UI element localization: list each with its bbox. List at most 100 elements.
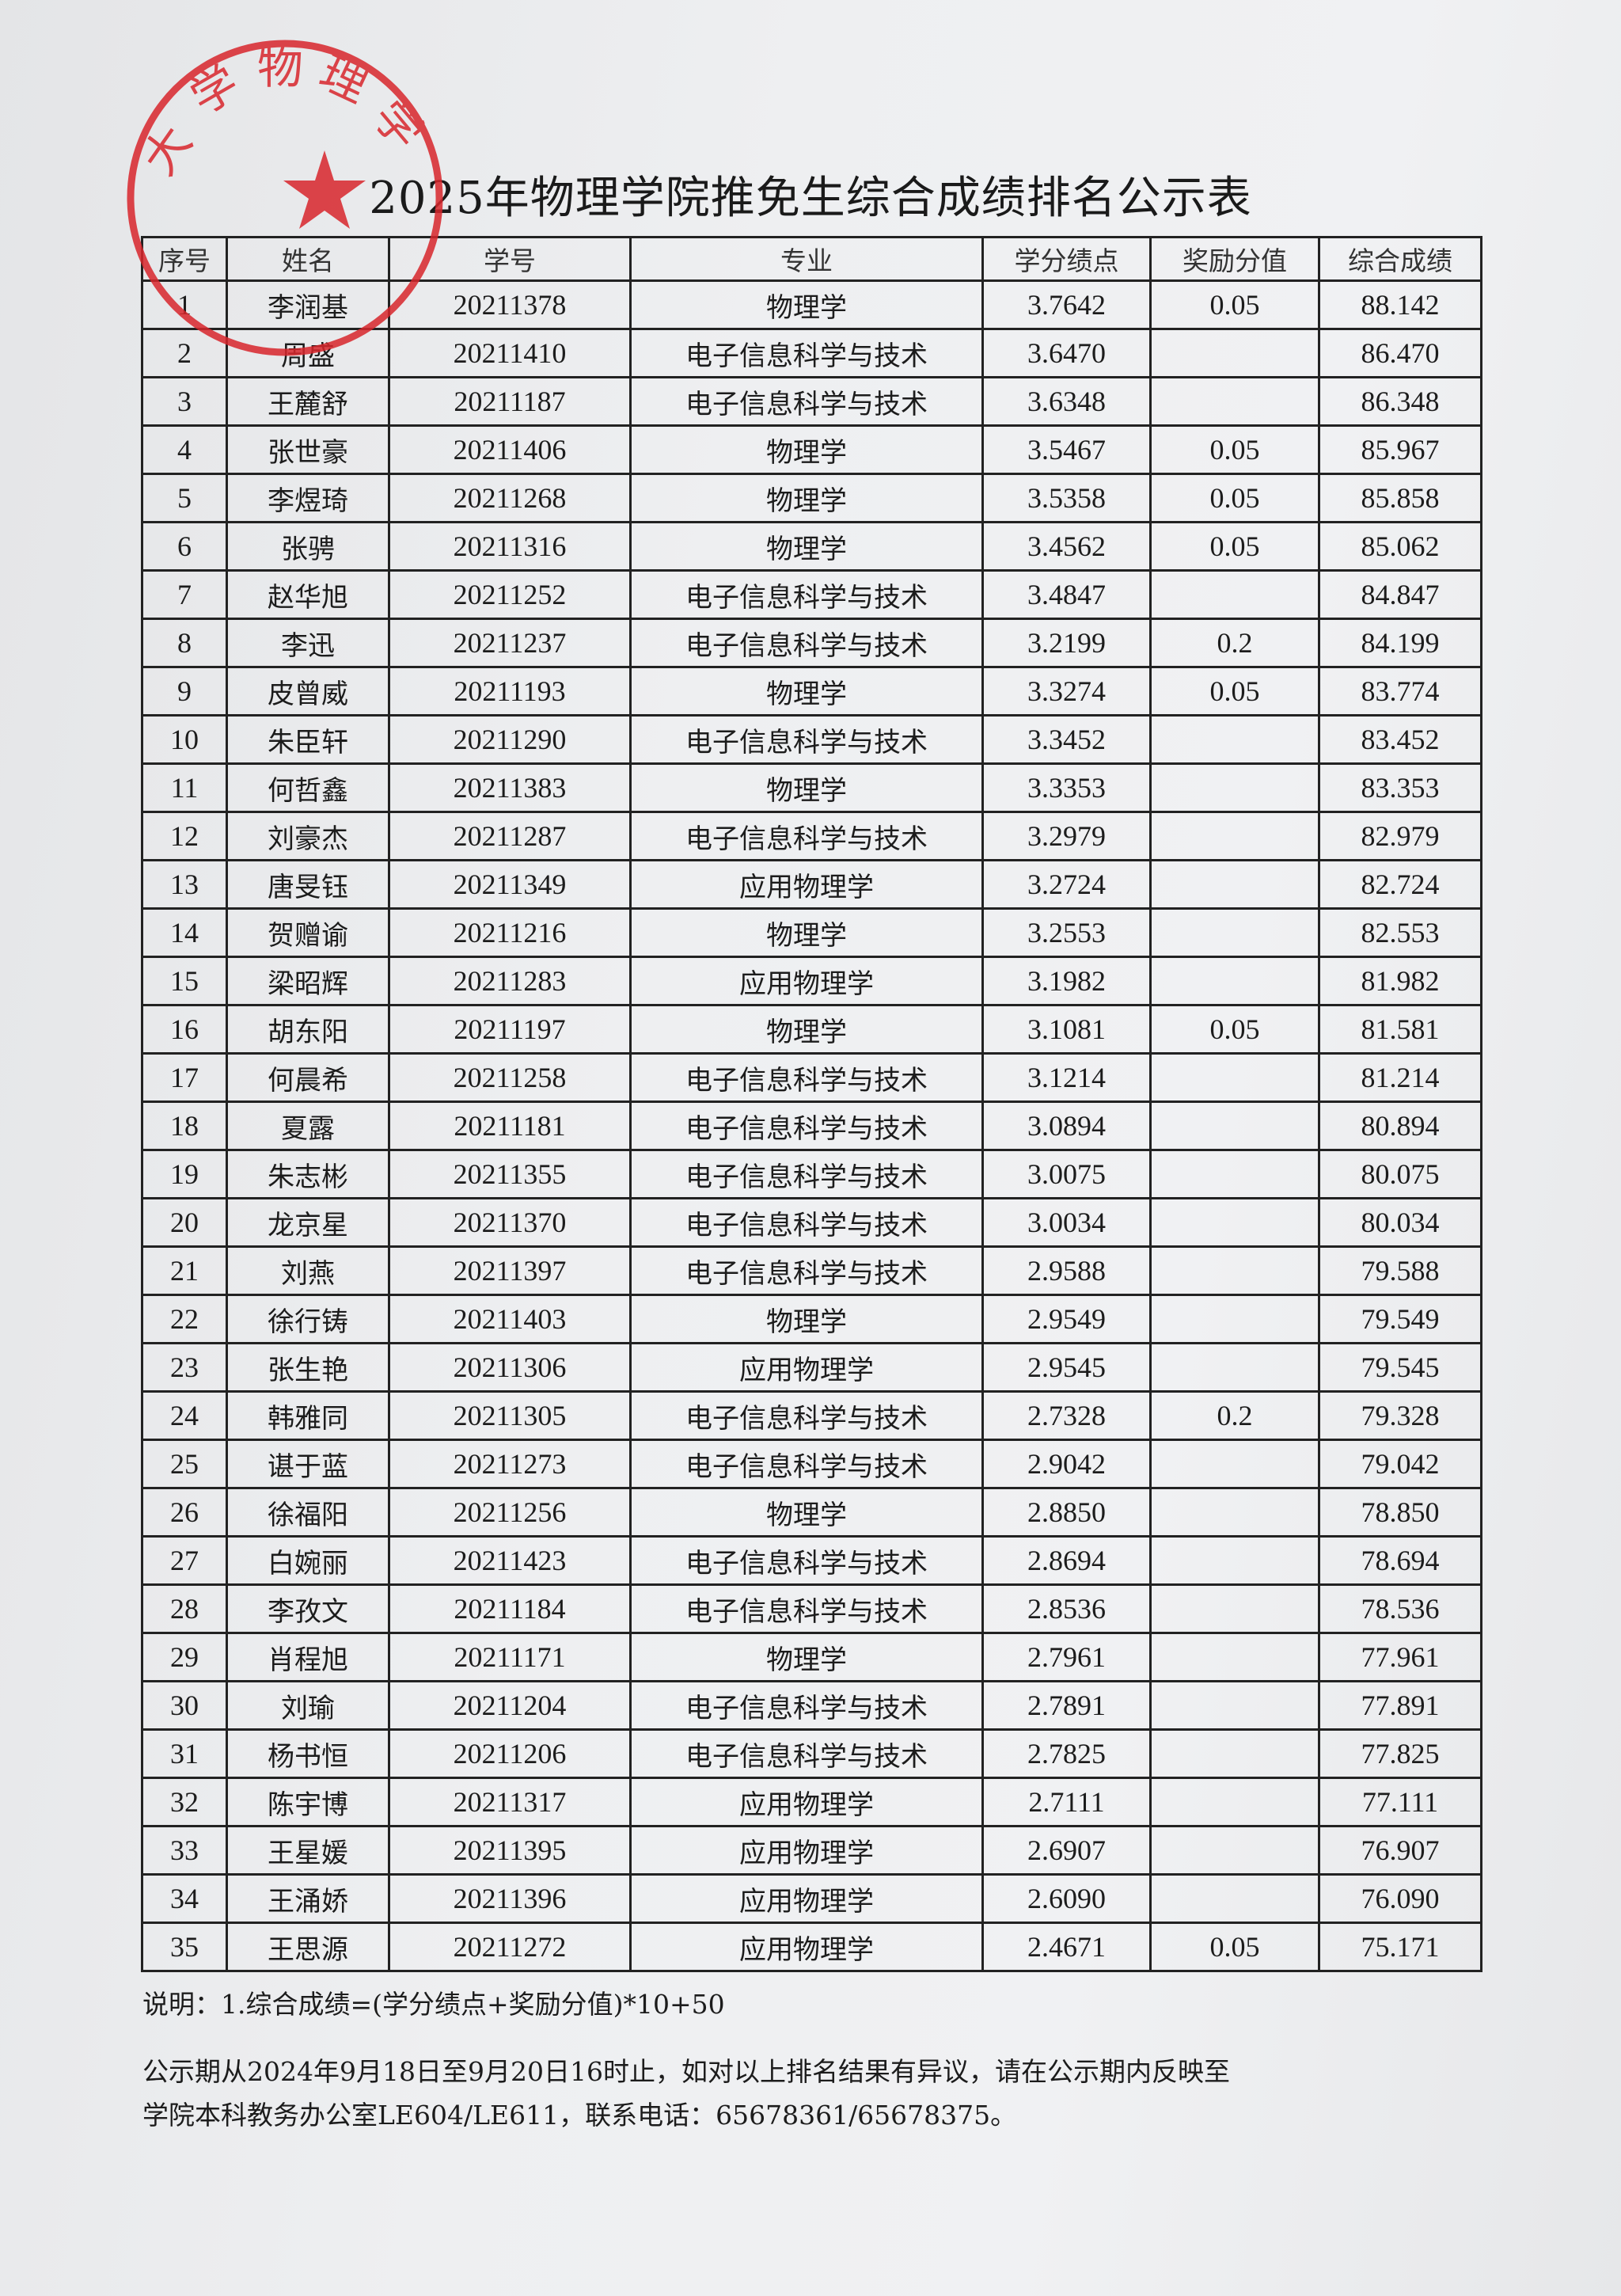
cell-gpa: 3.5358: [981, 473, 1152, 523]
cell-student-id: 20211204: [388, 1680, 632, 1731]
column-header-bonus: 奖励分值: [1149, 236, 1320, 282]
column-header-major: 专业: [629, 236, 984, 282]
cell-major: 应用物理学: [629, 1873, 984, 1924]
cell-name: 何晨希: [226, 1052, 390, 1103]
cell-gpa: 2.9545: [981, 1342, 1152, 1393]
cell-student-id: 20211187: [388, 376, 632, 427]
cell-major: 物理学: [629, 1632, 984, 1682]
cell-student-id: 20211306: [388, 1342, 632, 1393]
cell-name: 刘豪杰: [226, 811, 390, 861]
cell-total: 85.062: [1318, 521, 1482, 572]
cell-major: 电子信息科学与技术: [629, 1197, 984, 1248]
cell-rank: 1: [141, 279, 228, 330]
cell-bonus: [1149, 1052, 1320, 1103]
cell-rank: 18: [141, 1100, 228, 1151]
cell-name: 胡东阳: [226, 1004, 390, 1055]
cell-student-id: 20211181: [388, 1100, 632, 1151]
cell-major: 应用物理学: [629, 1825, 984, 1876]
cell-total: 83.774: [1318, 666, 1482, 717]
cell-rank: 7: [141, 569, 228, 620]
cell-student-id: 20211197: [388, 1004, 632, 1055]
cell-bonus: [1149, 1825, 1320, 1876]
cell-major: 物理学: [629, 1294, 984, 1344]
table-header-row: 序号 姓名 学号 专业 学分绩点 奖励分值 综合成绩: [141, 236, 1482, 282]
cell-bonus: [1149, 1583, 1320, 1634]
table-row: 20 龙京星 20211370 电子信息科学与技术 3.0034 80.034: [141, 1197, 1482, 1248]
cell-name: 刘燕: [226, 1245, 390, 1296]
cell-student-id: 20211349: [388, 859, 632, 910]
cell-name: 陈宇博: [226, 1777, 390, 1827]
cell-student-id: 20211410: [388, 328, 632, 378]
column-header-total: 综合成绩: [1318, 236, 1482, 282]
cell-total: 79.328: [1318, 1390, 1482, 1441]
cell-student-id: 20211272: [388, 1922, 632, 1972]
cell-bonus: 0.05: [1149, 1922, 1320, 1972]
cell-gpa: 3.2979: [981, 811, 1152, 861]
cell-total: 84.199: [1318, 618, 1482, 668]
cell-gpa: 2.8536: [981, 1583, 1152, 1634]
cell-total: 77.825: [1318, 1728, 1482, 1779]
cell-gpa: 2.6907: [981, 1825, 1152, 1876]
cell-student-id: 20211283: [388, 956, 632, 1006]
cell-bonus: 0.2: [1149, 1390, 1320, 1441]
cell-gpa: 2.7825: [981, 1728, 1152, 1779]
cell-student-id: 20211305: [388, 1390, 632, 1441]
cell-gpa: 3.6470: [981, 328, 1152, 378]
cell-name: 李迅: [226, 618, 390, 668]
cell-bonus: [1149, 762, 1320, 813]
cell-bonus: [1149, 1439, 1320, 1489]
cell-rank: 16: [141, 1004, 228, 1055]
cell-rank: 15: [141, 956, 228, 1006]
cell-total: 79.042: [1318, 1439, 1482, 1489]
page-title: 2025年物理学院推免生综合成绩排名公示表: [369, 173, 1252, 224]
cell-total: 78.694: [1318, 1535, 1482, 1586]
cell-gpa: 3.0075: [981, 1149, 1152, 1199]
cell-major: 物理学: [629, 907, 984, 958]
cell-name: 李润基: [226, 279, 390, 330]
cell-bonus: 0.05: [1149, 473, 1320, 523]
cell-student-id: 20211287: [388, 811, 632, 861]
table-row: 16 胡东阳 20211197 物理学 3.1081 0.05 81.581: [141, 1004, 1482, 1055]
cell-gpa: 3.0894: [981, 1100, 1152, 1151]
cell-bonus: [1149, 1100, 1320, 1151]
cell-name: 王星媛: [226, 1825, 390, 1876]
cell-bonus: 0.05: [1149, 424, 1320, 475]
cell-student-id: 20211378: [388, 279, 632, 330]
cell-rank: 29: [141, 1632, 228, 1682]
cell-rank: 4: [141, 424, 228, 475]
table-row: 27 白婉丽 20211423 电子信息科学与技术 2.8694 78.694: [141, 1535, 1482, 1586]
cell-total: 76.090: [1318, 1873, 1482, 1924]
cell-major: 电子信息科学与技术: [629, 1390, 984, 1441]
cell-total: 88.142: [1318, 279, 1482, 330]
cell-rank: 35: [141, 1922, 228, 1972]
table-row: 33 王星媛 20211395 应用物理学 2.6907 76.907: [141, 1825, 1482, 1876]
cell-bonus: [1149, 1342, 1320, 1393]
cell-gpa: 3.0034: [981, 1197, 1152, 1248]
cell-rank: 5: [141, 473, 228, 523]
cell-rank: 32: [141, 1777, 228, 1827]
cell-name: 韩雅同: [226, 1390, 390, 1441]
cell-total: 80.075: [1318, 1149, 1482, 1199]
cell-total: 81.982: [1318, 956, 1482, 1006]
cell-major: 物理学: [629, 666, 984, 717]
cell-total: 82.979: [1318, 811, 1482, 861]
cell-student-id: 20211316: [388, 521, 632, 572]
cell-total: 81.214: [1318, 1052, 1482, 1103]
cell-student-id: 20211258: [388, 1052, 632, 1103]
cell-name: 贺赠谕: [226, 907, 390, 958]
cell-bonus: [1149, 1873, 1320, 1924]
cell-bonus: [1149, 907, 1320, 958]
cell-major: 物理学: [629, 473, 984, 523]
cell-gpa: 3.6348: [981, 376, 1152, 427]
cell-total: 79.545: [1318, 1342, 1482, 1393]
cell-student-id: 20211406: [388, 424, 632, 475]
cell-major: 电子信息科学与技术: [629, 376, 984, 427]
cell-rank: 17: [141, 1052, 228, 1103]
cell-major: 物理学: [629, 279, 984, 330]
table-row: 18 夏露 20211181 电子信息科学与技术 3.0894 80.894: [141, 1100, 1482, 1151]
cell-total: 79.549: [1318, 1294, 1482, 1344]
table-row: 26 徐福阳 20211256 物理学 2.8850 78.850: [141, 1487, 1482, 1538]
cell-student-id: 20211395: [388, 1825, 632, 1876]
cell-major: 电子信息科学与技术: [629, 569, 984, 620]
cell-total: 80.894: [1318, 1100, 1482, 1151]
